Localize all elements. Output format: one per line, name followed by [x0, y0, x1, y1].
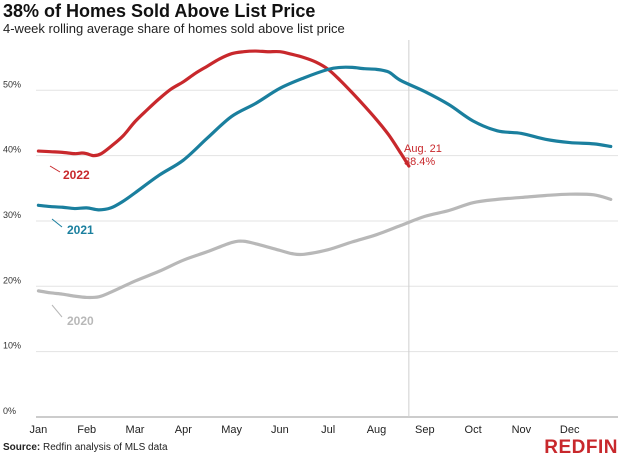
y-tick-label: 40%	[3, 145, 21, 155]
x-tick-label: Mar	[126, 424, 145, 436]
series-2020-line	[36, 192, 613, 300]
series-label-2022: 2022	[63, 168, 90, 182]
source-label: Source:	[3, 442, 41, 453]
line-chart: 0% 10% 20% 30% 40% 50% Jan Feb Mar Apr May Jun Jul Au…	[3, 40, 618, 436]
x-tick-label: Nov	[512, 424, 532, 436]
x-tick-label: Jan	[30, 424, 48, 436]
x-tick-label: Apr	[175, 424, 192, 436]
series-label-leader	[51, 218, 63, 228]
source-note: Source: Redfin analysis of MLS data	[3, 442, 168, 453]
series-2022-line	[36, 49, 411, 168]
series-label-2021: 2021	[67, 223, 94, 237]
annotation-date: Aug. 21	[404, 143, 442, 155]
x-tick-label: Dec	[560, 424, 580, 436]
x-tick-label: Sep	[415, 424, 435, 436]
series-label-leader	[49, 165, 61, 173]
x-tick-label: Feb	[77, 424, 96, 436]
y-tick-label: 50%	[3, 79, 21, 89]
series-2021-line	[36, 65, 613, 212]
y-tick-label: 0%	[3, 406, 16, 416]
series-label-leader	[51, 304, 63, 318]
chart-title: 38% of Homes Sold Above List Price	[3, 1, 316, 21]
chart-subtitle: 4-week rolling average share of homes so…	[3, 21, 345, 36]
redfin-logo: REDFIN	[544, 437, 618, 458]
series-label-2020: 2020	[67, 314, 94, 328]
y-tick-label: 30%	[3, 210, 21, 220]
source-text: Redfin analysis of MLS data	[40, 442, 168, 453]
y-tick-label: 10%	[3, 341, 21, 351]
x-tick-label: May	[221, 424, 242, 436]
x-tick-label: Oct	[465, 424, 482, 436]
x-tick-label: Jul	[321, 424, 335, 436]
x-tick-label: Jun	[271, 424, 289, 436]
x-tick-label: Aug	[367, 424, 387, 436]
annotation-value: 38.4%	[404, 156, 435, 168]
y-tick-label: 20%	[3, 275, 21, 285]
